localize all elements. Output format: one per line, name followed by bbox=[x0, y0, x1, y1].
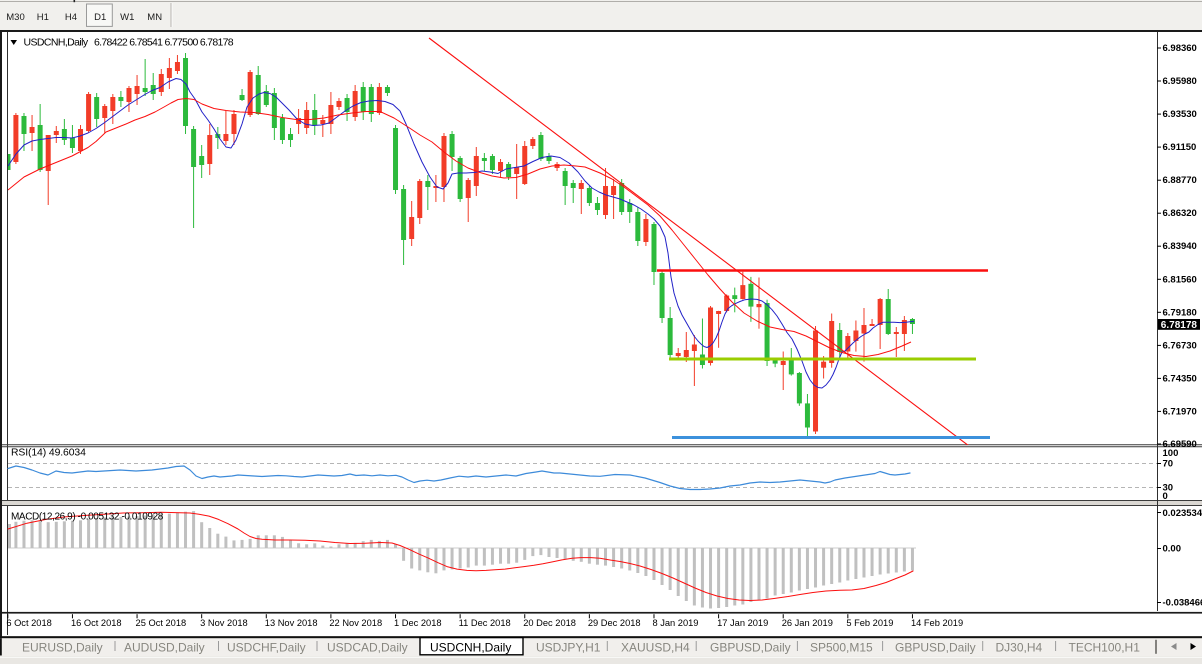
svg-text:H4: H4 bbox=[65, 12, 77, 23]
svg-text:MN: MN bbox=[147, 12, 162, 23]
svg-text:6.78422 6.78541 6.77500 6.7817: 6.78422 6.78541 6.77500 6.78178 bbox=[94, 37, 234, 49]
svg-text:AUDUSD,Daily: AUDUSD,Daily bbox=[124, 641, 205, 655]
svg-text:DJ30,H4: DJ30,H4 bbox=[996, 641, 1043, 655]
svg-text:GBPUSD,Daily: GBPUSD,Daily bbox=[710, 641, 791, 655]
svg-text:11 Dec 2018: 11 Dec 2018 bbox=[459, 618, 511, 628]
svg-text:6.86320: 6.86320 bbox=[1163, 208, 1197, 219]
svg-text:6.79180: 6.79180 bbox=[1163, 307, 1197, 318]
svg-text:3 Nov 2018: 3 Nov 2018 bbox=[200, 618, 248, 628]
svg-text:22 Nov 2018: 22 Nov 2018 bbox=[329, 618, 382, 628]
svg-text:6.95980: 6.95980 bbox=[1163, 76, 1197, 87]
svg-text:W1: W1 bbox=[120, 12, 134, 23]
svg-text:30: 30 bbox=[1163, 483, 1174, 494]
svg-text:USDCHF,Daily: USDCHF,Daily bbox=[227, 641, 306, 655]
svg-text:6.74350: 6.74350 bbox=[1163, 373, 1197, 384]
svg-text:6.78178: 6.78178 bbox=[1161, 320, 1198, 331]
svg-text:70: 70 bbox=[1163, 459, 1174, 470]
svg-text:M30: M30 bbox=[6, 12, 24, 23]
svg-text:EURUSD,Daily: EURUSD,Daily bbox=[22, 641, 103, 655]
svg-text:14 Feb 2019: 14 Feb 2019 bbox=[911, 618, 963, 628]
svg-text:USDCNH,Daily: USDCNH,Daily bbox=[24, 37, 89, 49]
svg-text:6.88770: 6.88770 bbox=[1163, 175, 1197, 186]
svg-text:XAUUSD,H4: XAUUSD,H4 bbox=[621, 641, 690, 655]
svg-text:D1: D1 bbox=[94, 12, 106, 23]
svg-text:H1: H1 bbox=[37, 12, 49, 23]
svg-text:RSI(14) 49.6034: RSI(14) 49.6034 bbox=[11, 448, 86, 459]
svg-text:20 Dec 2018: 20 Dec 2018 bbox=[523, 618, 576, 628]
svg-text:SP500,M15: SP500,M15 bbox=[810, 641, 873, 655]
svg-text:-0.038466: -0.038466 bbox=[1163, 598, 1202, 609]
svg-text:GBPUSD,Daily: GBPUSD,Daily bbox=[895, 641, 976, 655]
svg-text:17 Jan 2019: 17 Jan 2019 bbox=[717, 618, 768, 628]
svg-text:100: 100 bbox=[1163, 448, 1179, 459]
svg-text:13 Nov 2018: 13 Nov 2018 bbox=[265, 618, 318, 628]
svg-text:16 Oct 2018: 16 Oct 2018 bbox=[71, 618, 122, 628]
svg-text:6.91150: 6.91150 bbox=[1163, 142, 1197, 153]
svg-text:6.69590: 6.69590 bbox=[1163, 439, 1197, 450]
svg-text:6.93530: 6.93530 bbox=[1163, 109, 1197, 120]
svg-text:USDCAD,Daily: USDCAD,Daily bbox=[327, 641, 408, 655]
svg-text:8 Jan 2019: 8 Jan 2019 bbox=[652, 618, 698, 628]
svg-text:0: 0 bbox=[1163, 491, 1168, 502]
svg-text:6.81560: 6.81560 bbox=[1163, 274, 1197, 285]
svg-text:6.76730: 6.76730 bbox=[1163, 340, 1197, 351]
svg-text:6.98360: 6.98360 bbox=[1163, 43, 1197, 54]
svg-text:USDJPY,H1: USDJPY,H1 bbox=[536, 641, 601, 655]
svg-text:5 Feb 2019: 5 Feb 2019 bbox=[846, 618, 893, 628]
svg-text:0.00: 0.00 bbox=[1163, 544, 1182, 555]
svg-text:USDCNH,Daily: USDCNH,Daily bbox=[430, 641, 511, 655]
svg-text:25 Oct 2018: 25 Oct 2018 bbox=[136, 618, 187, 628]
svg-text:0.023534: 0.023534 bbox=[1163, 508, 1202, 519]
svg-text:26 Jan 2019: 26 Jan 2019 bbox=[782, 618, 833, 628]
svg-text:1 Dec 2018: 1 Dec 2018 bbox=[394, 618, 442, 628]
svg-text:6.83940: 6.83940 bbox=[1163, 241, 1197, 252]
svg-text:29 Dec 2018: 29 Dec 2018 bbox=[588, 618, 641, 628]
svg-text:MACD(12,26,9) -0.005132 -0.010: MACD(12,26,9) -0.005132 -0.010928 bbox=[11, 512, 164, 523]
svg-text:6.71970: 6.71970 bbox=[1163, 406, 1197, 417]
svg-text:TECH100,H1: TECH100,H1 bbox=[1069, 641, 1141, 655]
svg-text:6 Oct 2018: 6 Oct 2018 bbox=[6, 618, 51, 628]
